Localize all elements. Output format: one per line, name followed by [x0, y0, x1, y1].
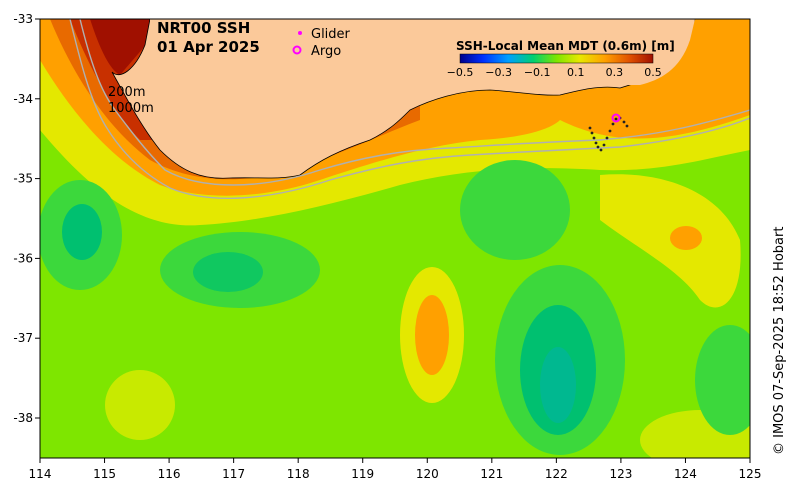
y-tick-label: -38: [13, 411, 33, 425]
colorbar-ticks: −0.5 −0.3 −0.1 0.1 0.3 0.5: [447, 66, 662, 79]
x-tick-label: 122: [545, 467, 568, 481]
colorbar-tick-label: 0.1: [567, 66, 585, 79]
x-tick-label: 124: [674, 467, 697, 481]
map-date: 01 Apr 2025: [157, 38, 260, 56]
x-tick-label: 115: [93, 467, 116, 481]
ssh-eddy-orange-central: [415, 295, 449, 375]
ssh-eddy-green-mid-core: [193, 252, 263, 292]
glider-legend-icon: [298, 31, 302, 35]
x-tick-label: 117: [222, 467, 245, 481]
glider-track: [588, 116, 629, 152]
colorbar: [459, 53, 654, 64]
x-tick-label: 123: [609, 467, 632, 481]
colorbar-tick-label: 0.5: [644, 66, 662, 79]
y-tick-label: -33: [13, 12, 33, 26]
ssh-eddy-green-c1: [460, 160, 570, 260]
ssh-eddy-green-se: [695, 325, 750, 435]
x-tick-label: 120: [416, 467, 439, 481]
y-axis: -33 -34 -35 -36 -37 -38: [13, 12, 40, 425]
x-tick-label: 119: [351, 467, 374, 481]
y-tick-label: -34: [13, 92, 33, 106]
colorbar-tick-label: 0.3: [606, 66, 624, 79]
argo-float-marker: [611, 113, 621, 123]
map-title: NRT00 SSH: [157, 19, 250, 37]
argo-legend-icon: [292, 45, 302, 55]
colorbar-tick-label: −0.3: [485, 66, 512, 79]
ssh-eddy-green-south-inner: [540, 347, 576, 423]
y-tick-label: -36: [13, 251, 33, 265]
colorbar-tick-label: −0.1: [524, 66, 551, 79]
x-tick-label: 118: [287, 467, 310, 481]
colorbar-title: SSH-Local Mean MDT (0.6m) [m]: [456, 39, 675, 53]
colorbar-tick-label: −0.5: [447, 66, 474, 79]
ssh-eddy-green-west-core: [62, 204, 102, 260]
ssh-eddy-yellow-east: [600, 174, 741, 308]
land-australia-mainland: [150, 19, 695, 85]
ssh-eddy-orange-east: [670, 226, 702, 250]
x-tick-label: 125: [739, 467, 762, 481]
contour-label-200m: 200m: [108, 85, 145, 100]
ssh-patch-yellow-south: [105, 370, 175, 440]
plot-frame: [39, 18, 751, 459]
x-tick-label: 116: [158, 467, 181, 481]
legend-argo-label: Argo: [311, 44, 341, 59]
credit-text: © IMOS 07-Sep-2025 18:52 Hobart: [772, 226, 787, 455]
x-tick-label: 121: [480, 467, 503, 481]
contour-200m: [79, 19, 750, 186]
x-tick-label: 114: [29, 467, 52, 481]
y-tick-label: -37: [13, 331, 33, 345]
x-axis: 114 115 116 117 118 119 120 121 122 123 124 125: [29, 458, 762, 481]
contour-label-1000m: 1000m: [108, 101, 154, 116]
ssh-field: [40, 19, 750, 458]
contour-1000m: [69, 19, 750, 199]
legend-glider-label: Glider: [311, 27, 351, 42]
y-tick-label: -35: [13, 172, 33, 186]
ssh-band-darkred-shelf: [90, 19, 150, 75]
